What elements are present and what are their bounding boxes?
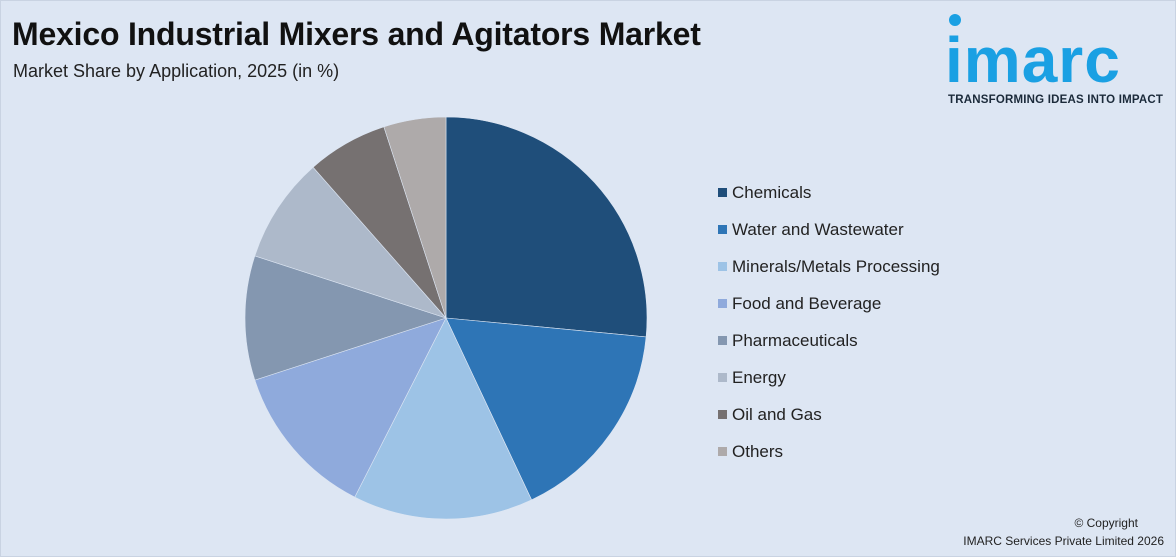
- chart-subtitle: Market Share by Application, 2025 (in %): [13, 61, 340, 81]
- legend-label: Others: [732, 441, 784, 461]
- legend-label: Food and Beverage: [732, 293, 882, 313]
- legend-item: Energy: [718, 359, 940, 396]
- legend-item: Pharmaceuticals: [718, 322, 940, 359]
- logo-tagline: TRANSFORMING IDEAS INTO IMPACT: [948, 94, 1164, 106]
- logo-wordmark: imarc: [945, 24, 1121, 96]
- copyright-text: © Copyright: [1074, 516, 1138, 530]
- legend-item: Chemicals: [718, 174, 940, 211]
- legend-label: Water and Wastewater: [732, 219, 904, 239]
- pie-slice-energy: [254, 166, 447, 319]
- chart-legend: Chemicals Water and Wastewater Minerals/Me…: [718, 174, 940, 470]
- legend-swatch: [718, 299, 727, 308]
- legend-item: Others: [718, 433, 940, 470]
- legend-label: Pharmaceuticals: [732, 330, 858, 350]
- legend-item: Minerals/Metals Processing: [718, 248, 940, 285]
- pie-slice-minerals-metals-processing: [354, 317, 532, 520]
- legend-swatch: [718, 262, 727, 271]
- legend-item: Oil and Gas: [718, 396, 940, 433]
- legend-swatch: [718, 225, 727, 234]
- pie-slice-others: [383, 116, 447, 319]
- legend-swatch: [718, 410, 727, 419]
- chart-title: Mexico Industrial Mixers and Agitators M…: [12, 16, 701, 52]
- legend-swatch: [718, 373, 727, 382]
- legend-label: Minerals/Metals Processing: [732, 256, 940, 276]
- legend-swatch: [718, 336, 727, 345]
- legend-item: Water and Wastewater: [718, 211, 940, 248]
- company-text: IMARC Services Private Limited 2026: [963, 534, 1164, 548]
- legend-label: Energy: [732, 367, 786, 387]
- logo-dot-icon: [949, 14, 961, 26]
- imarc-logo: imarc TRANSFORMING IDEAS INTO IMPACT: [945, 12, 1171, 108]
- legend-item: Food and Beverage: [718, 285, 940, 322]
- legend-label: Oil and Gas: [732, 404, 822, 424]
- legend-label: Chemicals: [732, 182, 812, 202]
- legend-swatch: [718, 188, 727, 197]
- pie-slice-water-and-wastewater: [445, 317, 647, 501]
- legend-swatch: [718, 447, 727, 456]
- pie-slice-chemicals: [445, 116, 648, 338]
- pie-slice-food-and-beverage: [254, 317, 447, 498]
- pie-slice-pharmaceuticals: [244, 255, 447, 381]
